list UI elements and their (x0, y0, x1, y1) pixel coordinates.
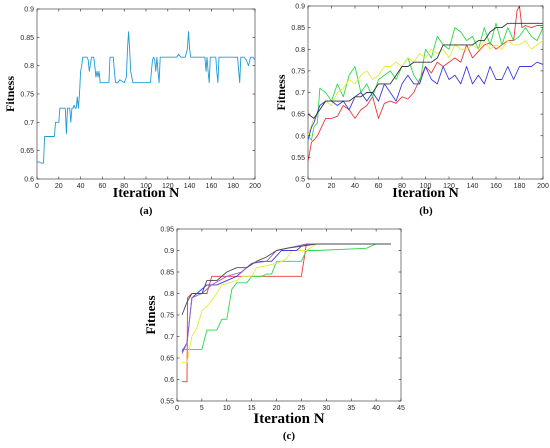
plot-area-frame (176, 228, 402, 402)
x-tick-label: 40 (372, 405, 380, 412)
x-tick-label: 35 (347, 405, 355, 412)
x-tick-label: 180 (514, 183, 526, 190)
plot-area-frame (36, 8, 256, 180)
x-tick-label: 5 (200, 405, 204, 412)
series-line-2 (182, 243, 391, 350)
y-axis-label: Fitness (3, 76, 17, 112)
x-tick-label: 30 (322, 405, 330, 412)
x-tick-label: 100 (420, 183, 432, 190)
x-tick-label: 60 (375, 183, 383, 190)
y-tick-label: 0.5 (295, 177, 305, 184)
x-tick-label: 200 (249, 183, 261, 190)
x-tick-label: 0 (175, 405, 179, 412)
y-tick-label: 0.7 (164, 334, 174, 341)
x-tick-label: 120 (443, 183, 455, 190)
y-tick-label: 0.75 (160, 313, 174, 320)
x-tick-label: 160 (490, 183, 502, 190)
y-axis-label: Fitness (143, 296, 158, 335)
x-tick-label: 120 (162, 183, 174, 190)
x-tick-label: 20 (273, 405, 281, 412)
series-line-5 (181, 243, 391, 354)
y-tick-label: 0.8 (295, 47, 305, 54)
series-group (308, 6, 543, 162)
y-tick-label: 0.9 (295, 4, 305, 11)
y-tick-label: 0.85 (20, 35, 34, 42)
y-tick-label: 0.7 (24, 120, 34, 127)
y-tick-label: 0.85 (160, 270, 174, 277)
y-tick-label: 0.75 (20, 92, 34, 99)
y-tick-label: 0.8 (164, 291, 174, 298)
chart-panel-b: 0 20 40 60 80 100 120 140 160 180 200 0.5 0.55 0.6 0.6… (274, 4, 549, 218)
x-tick-label: 20 (328, 183, 336, 190)
x-tick-label: 10 (223, 405, 231, 412)
x-tick-label: 160 (206, 183, 218, 190)
series-line-1 (37, 31, 255, 164)
panel-label: (a) (140, 205, 153, 217)
x-tick-label: 200 (537, 183, 549, 190)
y-tick-label: 0.75 (291, 68, 305, 75)
y-tick-label: 0.6 (164, 377, 174, 384)
y-tick-label: 0.7 (295, 90, 305, 97)
y-tick-label: 0.65 (291, 112, 305, 119)
series-line-1 (182, 243, 391, 383)
y-tick-label: 0.65 (20, 148, 34, 155)
x-tick-label: 15 (248, 405, 256, 412)
panel-label: (c) (283, 430, 296, 442)
x-tick-label: 140 (467, 183, 479, 190)
y-tick-label: 0.9 (164, 248, 174, 255)
chart-panel-c: 0 5 10 15 20 25 30 35 40 45 0.55 0.6 0.65 0.7 0.75 0.8 0… (143, 227, 405, 443)
x-tick-label: 180 (227, 183, 239, 190)
chart-panel-a: 0 20 40 60 80 100 120 140 160 180 200 0.6 0.65 0.7 0.7… (3, 7, 261, 218)
series-line-4 (308, 61, 543, 141)
series-group (181, 243, 391, 383)
x-tick-label: 40 (351, 183, 359, 190)
series-line-3 (308, 40, 543, 136)
y-tick-label: 0.85 (291, 25, 305, 32)
x-tick-label: 45 (397, 405, 405, 412)
x-tick-label: 40 (77, 183, 85, 190)
y-tick-label: 0.65 (160, 356, 174, 363)
series-line-1 (308, 6, 543, 162)
x-axis-label: Iteration N (253, 411, 324, 427)
x-tick-label: 60 (99, 183, 107, 190)
series-line-6 (181, 243, 391, 316)
x-tick-label: 80 (120, 183, 128, 190)
series-group (37, 31, 255, 164)
x-tick-label: 20 (55, 183, 63, 190)
y-tick-label: 0.6 (24, 177, 34, 184)
y-axis-label: Fitness (274, 74, 288, 110)
x-axis-label: Iteration N (113, 186, 180, 201)
x-tick-label: 80 (398, 183, 406, 190)
series-line-5 (308, 22, 543, 119)
y-tick-label: 0.6 (295, 133, 305, 140)
y-tick-label: 0.55 (291, 155, 305, 162)
plot-area-frame (307, 5, 544, 180)
x-tick-label: 25 (298, 405, 306, 412)
y-tick-label: 0.8 (24, 63, 34, 70)
y-tick-label: 0.9 (24, 7, 34, 14)
panel-label: (b) (419, 205, 433, 217)
x-tick-label: 0 (306, 183, 310, 190)
y-tick-label: 0.95 (160, 227, 174, 234)
y-tick-label: 0.55 (160, 399, 174, 406)
x-axis-label: Iteration N (392, 186, 459, 201)
x-tick-label: 140 (184, 183, 196, 190)
x-tick-label: 100 (140, 183, 152, 190)
x-tick-label: 0 (35, 183, 39, 190)
